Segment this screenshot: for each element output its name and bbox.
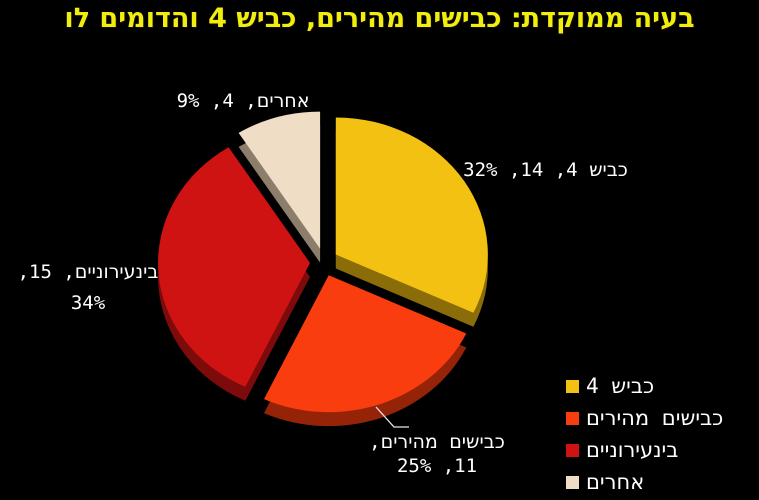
legend-label-kvish4: כביש 4 [586, 374, 655, 398]
data-label-kvish4: כביש 4, 14, 32% [463, 159, 628, 181]
pie-slice-0 [335, 117, 488, 313]
data-label-acherim: אחרים, 4, 9% [176, 90, 310, 112]
legend-item-kvish4: כביש 4 [566, 370, 723, 402]
legend-swatch-mehirim [566, 411, 579, 425]
legend-label-beinironiim: בינעירוניים [586, 438, 679, 462]
data-label-mehirim-line2: 11, 25% [396, 455, 478, 477]
legend-item-acherim: אחרים [566, 466, 723, 498]
legend-swatch-acherim [566, 475, 579, 489]
pie-slice-2 [158, 147, 310, 387]
pie-slice-3 [238, 111, 321, 249]
label-leader-line [375, 406, 409, 428]
data-label-mehirim-line1: כבישים מהירים, [369, 431, 505, 453]
pie-slice-1 [264, 275, 467, 413]
legend-label-mehirim: כבישים מהירים [586, 406, 724, 430]
data-label-beinironiim: בינעירוניים, 15, 34% [0, 257, 176, 319]
legend-swatch-kvish4 [566, 379, 579, 393]
legend-item-mehirim: כבישים מהירים [566, 402, 723, 434]
data-label-mehirim: כבישים מהירים, 11, 25% [328, 430, 546, 478]
data-label-beinironiim-line1: בינעירוניים, 15, [17, 261, 159, 283]
data-label-beinironiim-line2: 34% [70, 292, 106, 314]
legend-label-acherim: אחרים [586, 470, 645, 494]
legend-item-beinironiim: בינעירוניים [566, 434, 723, 466]
chart-legend: כביש 4 כבישים מהירים בינעירוניים אחרים [566, 370, 723, 498]
legend-swatch-beinironiim [566, 443, 579, 457]
chart-title: בעיה ממוקדת: כבישים מהירים, כביש 4 והדומ… [64, 3, 695, 34]
